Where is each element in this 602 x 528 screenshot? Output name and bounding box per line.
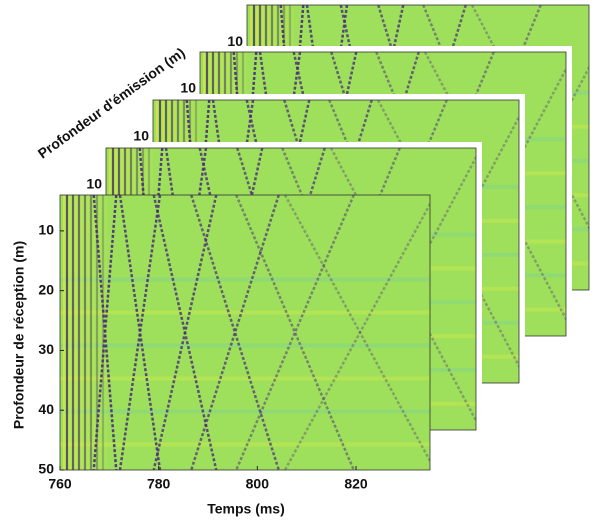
band <box>60 277 430 282</box>
arrival <box>118 195 162 470</box>
y-axis-label: Profondeur de réception (m) <box>11 241 27 429</box>
y-tick-label: 40 <box>38 401 54 417</box>
arrival <box>283 201 430 470</box>
x-tick-label: 800 <box>246 476 270 492</box>
y-tick-label: 10 <box>86 175 102 191</box>
x-tick-label: 820 <box>344 476 368 492</box>
y-tick-label: 50 <box>38 461 54 477</box>
y-tick-label: 30 <box>38 341 54 357</box>
y-tick-label: 10 <box>38 222 54 238</box>
arrival <box>190 195 280 470</box>
wavefield <box>60 195 430 470</box>
band <box>60 310 430 315</box>
y-tick-label: 10 <box>133 128 149 144</box>
band <box>60 442 430 447</box>
x-tick-label: 760 <box>48 476 72 492</box>
arrival <box>92 195 118 470</box>
arrival <box>118 195 162 470</box>
y-tick-label: 10 <box>180 80 196 96</box>
band <box>60 343 430 348</box>
y-tick-label: 20 <box>38 281 54 297</box>
x-tick-label: 780 <box>147 476 171 492</box>
arrival <box>283 195 430 464</box>
panel-border <box>59 194 431 471</box>
x-axis-label: Temps (ms) <box>207 501 285 517</box>
background <box>60 195 430 470</box>
arrival <box>329 148 476 424</box>
band <box>60 409 430 414</box>
arrival <box>190 195 280 470</box>
y-tick-label: 10 <box>227 33 243 49</box>
arrival <box>152 195 218 470</box>
band <box>60 376 430 381</box>
